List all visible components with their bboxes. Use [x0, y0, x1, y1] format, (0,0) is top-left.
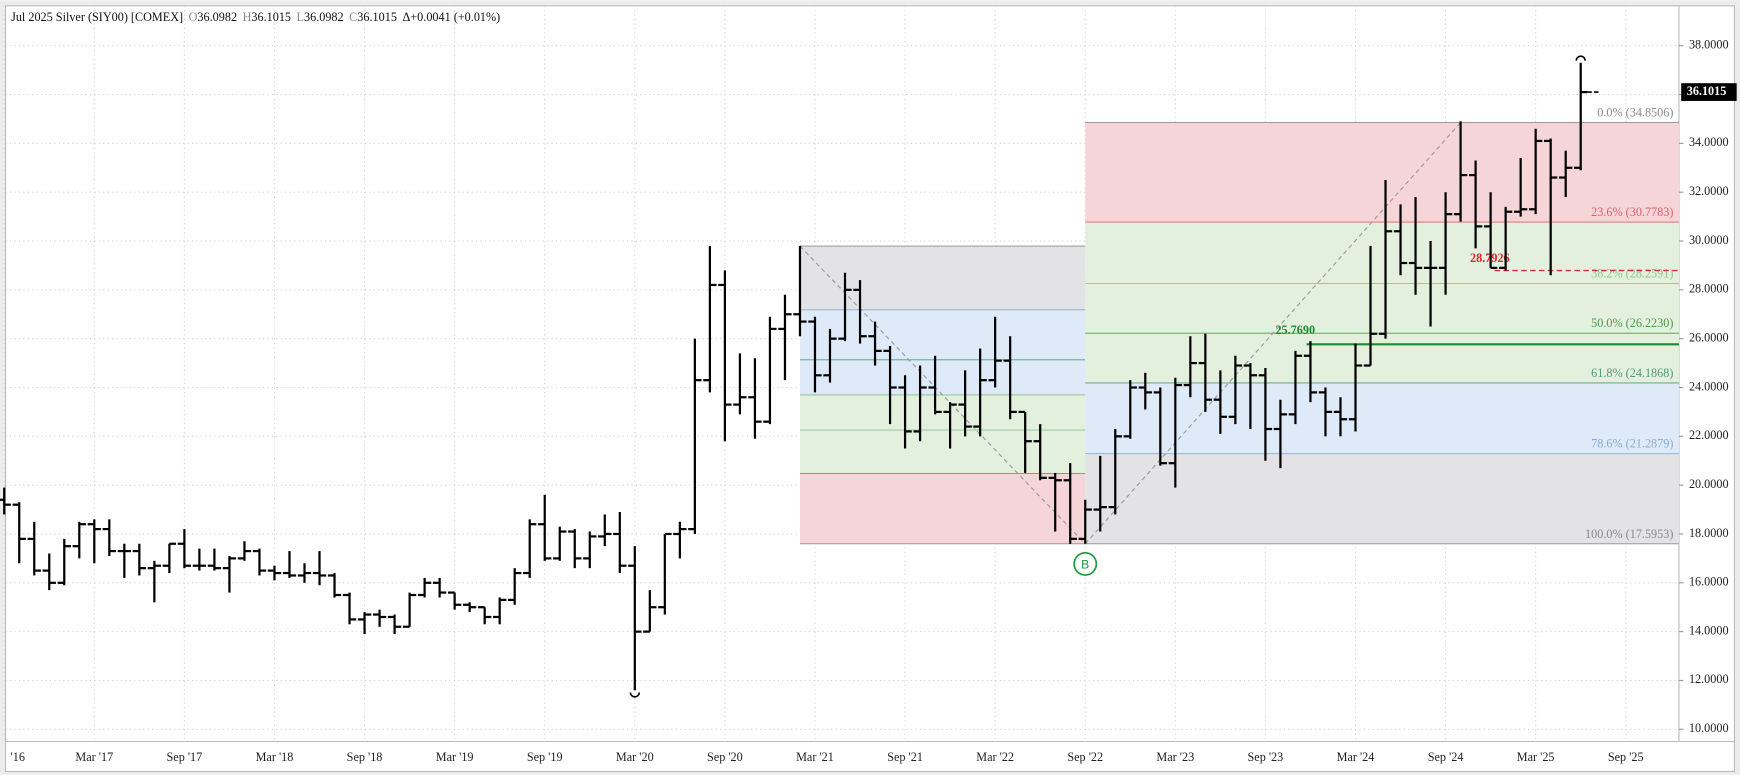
y-tick-label: 16.0000 — [1689, 575, 1729, 589]
fib-zone — [799, 359, 1086, 395]
main-layer: 10.0000 12.0000 14.0000 16.0000 18.0000 20.00… — [0, 10, 1737, 764]
quote-value: 36.0982 — [304, 10, 344, 24]
y-tick-label: 30.0000 — [1689, 233, 1729, 247]
fib-label: 23.6% (30.7783) — [1591, 205, 1673, 219]
event-marker-label: B — [1081, 557, 1089, 571]
x-tick-label: Sep '23 — [1248, 750, 1284, 764]
fib-zone — [1085, 122, 1679, 223]
fib-zone — [799, 473, 1086, 544]
x-tick-label: Mar '24 — [1337, 750, 1375, 764]
fib-label: 100.0% (17.5953) — [1585, 527, 1673, 541]
x-tick-label: Sep '24 — [1428, 750, 1464, 764]
quote-key: C — [349, 10, 357, 24]
y-tick-label: 10.0000 — [1689, 721, 1729, 735]
x-tick-label: Sep '17 — [167, 750, 203, 764]
quote-key: H — [243, 10, 252, 24]
quote-value: 36.1015 — [357, 10, 397, 24]
y-tick-label: 14.0000 — [1689, 623, 1729, 637]
y-tick-label: 38.0000 — [1689, 38, 1729, 52]
fib-label: 50.0% (26.2230) — [1591, 316, 1673, 330]
y-tick-label: 34.0000 — [1689, 135, 1729, 149]
fib-label: 38.2% (28.2591) — [1591, 266, 1673, 280]
y-tick-label: 26.0000 — [1689, 330, 1729, 344]
fib-zone — [799, 246, 1086, 310]
fib-zone — [1085, 222, 1679, 284]
header: Jul 2025 Silver (SIY00) [COMEX] O36.0982 H… — [11, 10, 500, 24]
y-tick-label: 20.0000 — [1689, 477, 1729, 491]
x-tick-label: Mar '18 — [256, 750, 294, 764]
event-marker — [1073, 552, 1098, 576]
x-tick-label: '16 — [11, 750, 25, 764]
y-tick-label: 18.0000 — [1689, 526, 1729, 540]
x-tick-label: Mar '19 — [436, 750, 474, 764]
x-tick-label: Mar '22 — [976, 750, 1014, 764]
fib-zone — [1085, 382, 1679, 454]
y-tick-label: 32.0000 — [1689, 184, 1729, 198]
quote-key: L — [297, 10, 304, 24]
fib-trend — [799, 245, 1086, 545]
quote-value: 36.1015 — [251, 10, 291, 24]
x-tick-label: Mar '23 — [1156, 750, 1194, 764]
fib-zone — [1085, 333, 1679, 383]
x-tick-label: Sep '25 — [1608, 750, 1644, 764]
fib-zone — [1085, 453, 1679, 544]
x-tick-label: Sep '19 — [527, 750, 563, 764]
annotation-label: 25.7690 — [1275, 323, 1315, 337]
y-tick-label: 28.0000 — [1689, 282, 1729, 296]
high-marker — [1575, 55, 1586, 61]
quote-value: 36.0982 — [197, 10, 237, 24]
fib-trend — [1084, 122, 1462, 545]
fib-zone — [1085, 283, 1679, 334]
y-tick-label: 12.0000 — [1689, 672, 1729, 686]
last-price-label: 36.1015 — [1687, 84, 1727, 98]
fib-zone — [799, 394, 1086, 431]
x-tick-label: Sep '21 — [887, 750, 923, 764]
x-tick-label: Sep '18 — [347, 750, 383, 764]
x-tick-label: Sep '22 — [1067, 750, 1103, 764]
x-tick-label: Mar '20 — [616, 750, 654, 764]
last-price-box — [1681, 83, 1737, 101]
fib-label: 78.6% (21.2879) — [1591, 437, 1673, 451]
quote-change: Δ+0.0041 (+0.01%) — [402, 10, 500, 24]
x-tick-label: Mar '21 — [796, 750, 834, 764]
fib-label: 61.8% (24.1868) — [1591, 366, 1673, 380]
quote-key: O — [189, 10, 198, 24]
x-tick-label: Sep '20 — [707, 750, 743, 764]
y-tick-label: 24.0000 — [1689, 379, 1729, 393]
fib-zone — [799, 430, 1086, 474]
low-marker — [629, 692, 641, 698]
header-title: Jul 2025 Silver (SIY00) [COMEX] — [11, 10, 183, 24]
x-tick-label: Mar '17 — [75, 750, 113, 764]
y-tick-label: 22.0000 — [1689, 428, 1729, 442]
x-tick-label: Mar '25 — [1517, 750, 1555, 764]
fib-zone — [799, 309, 1086, 360]
fib-label: 0.0% (34.8506) — [1597, 106, 1673, 120]
